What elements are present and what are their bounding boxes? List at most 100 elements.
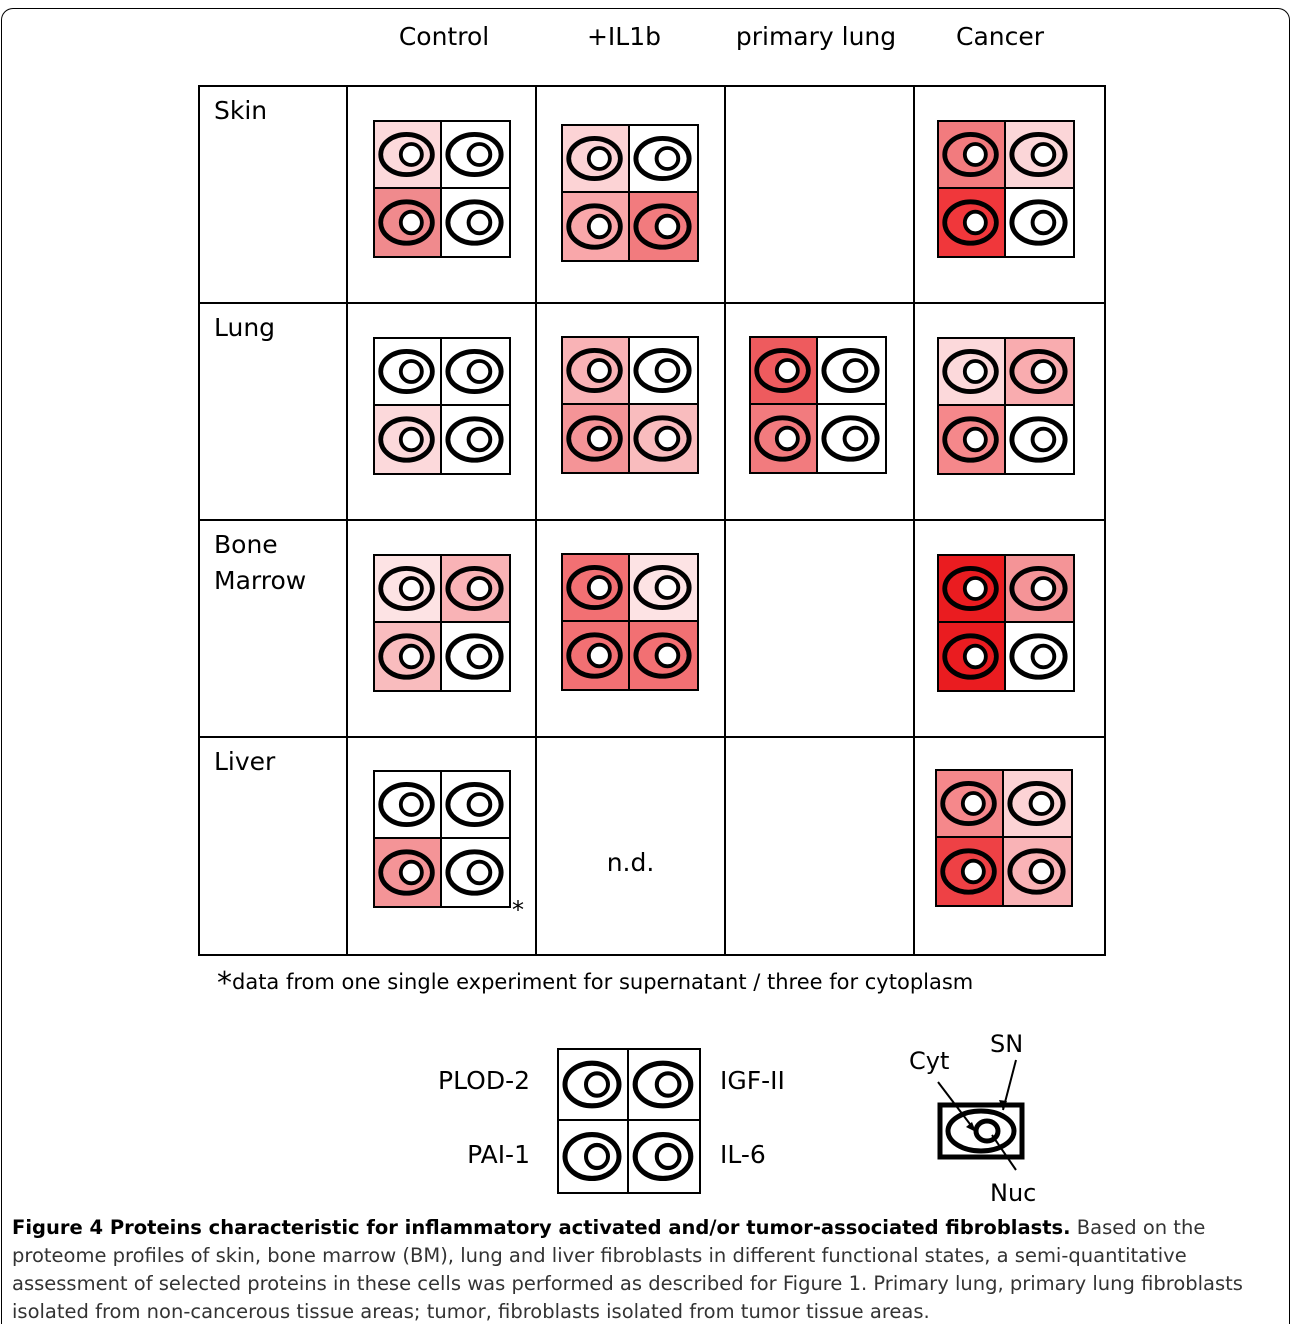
tile-quadrant-pai1	[939, 623, 1006, 690]
schematic-label-nuc: Nuc	[990, 1179, 1037, 1207]
expression-tile	[561, 553, 699, 691]
tile-quadrant-igf2	[630, 555, 697, 622]
tile-quadrant-il6	[1006, 189, 1073, 256]
row-label-liver: Liver	[214, 747, 276, 776]
cell-skin-il1b	[537, 87, 726, 304]
tile-quadrant-plod2	[563, 338, 630, 405]
cell-icon	[375, 772, 440, 837]
cell-icon	[375, 839, 440, 906]
tile-quadrant-pai1	[751, 405, 818, 472]
cell-icon	[630, 622, 697, 689]
cell-bone-marrow-control	[348, 521, 537, 738]
row-label-bone-marrow: Bone Marrow	[214, 530, 307, 595]
cell-icon	[563, 193, 628, 260]
tile-quadrant-igf2	[442, 122, 509, 189]
cell-icon	[1006, 339, 1073, 404]
cell-icon	[563, 555, 628, 620]
tile-quadrant-igf2	[630, 126, 697, 193]
cell-icon	[630, 405, 697, 472]
tile-quadrant-igf2	[442, 772, 509, 839]
tile-quadrant-igf2	[1006, 339, 1073, 406]
expression-tile	[373, 554, 511, 692]
expression-tile	[561, 336, 699, 474]
tile-quadrant-il6	[630, 193, 697, 260]
cell-compartment-diagram	[937, 1059, 1025, 1171]
cell-icon	[563, 405, 628, 472]
tile-quadrant-igf2	[1006, 556, 1073, 623]
tile-quadrant-plod2	[563, 126, 630, 193]
cell-lung-primary-lung	[726, 304, 915, 521]
tile-quadrant-plod2	[375, 122, 442, 189]
tile-quadrant-igf2	[442, 339, 509, 406]
tile-quadrant-il6	[442, 406, 509, 473]
legend-label-pai1: PAI-1	[467, 1140, 530, 1169]
tile-quadrant-igf2	[818, 338, 885, 405]
legend-label-igf2: IGF-II	[720, 1066, 785, 1095]
column-header-il1b: +IL1b	[586, 22, 662, 51]
tile-quadrant-pai1	[375, 839, 442, 906]
tile-quadrant-pai1	[937, 838, 1004, 905]
cell-skin-primary-lung	[726, 87, 915, 304]
cell-icon	[818, 405, 885, 472]
cell-icon	[559, 1050, 627, 1119]
cell-icon	[751, 338, 816, 403]
cell-lung-cancer	[915, 304, 1104, 521]
tile-quadrant-pai1	[375, 189, 442, 256]
cell-icon	[939, 406, 1004, 473]
cell-icon	[442, 772, 509, 837]
cell-icon	[939, 122, 1004, 187]
cell-icon	[630, 193, 697, 260]
tile-quadrant-pai1	[375, 406, 442, 473]
cell-icon	[375, 189, 440, 256]
legend-tile	[557, 1048, 701, 1194]
expression-tile	[561, 124, 699, 262]
cell-icon	[939, 339, 1004, 404]
tile-quadrant-plod2	[937, 771, 1004, 838]
legend-quadrant-plod2	[559, 1050, 629, 1121]
expression-tile	[373, 770, 511, 908]
cell-icon	[563, 338, 628, 403]
schematic-label-sn: SN	[990, 1030, 1024, 1058]
schematic-label-cyt: Cyt	[909, 1047, 950, 1075]
row-label-cell-skin: Skin	[200, 87, 348, 304]
tile-quadrant-igf2	[1004, 771, 1071, 838]
asterisk-mark: *	[512, 896, 524, 924]
cell-skin-control	[348, 87, 537, 304]
tile-quadrant-plod2	[563, 555, 630, 622]
cell-icon	[818, 338, 885, 403]
expression-tile	[373, 337, 511, 475]
cell-icon	[375, 406, 440, 473]
tile-quadrant-il6	[818, 405, 885, 472]
legend-label-plod2: PLOD-2	[438, 1066, 530, 1095]
footnote: *data from one single experiment for sup…	[217, 966, 974, 1001]
cell-icon	[442, 556, 509, 621]
tile-quadrant-plod2	[375, 339, 442, 406]
cell-icon	[629, 1121, 699, 1192]
cell-icon	[1006, 406, 1073, 473]
tile-quadrant-il6	[1006, 406, 1073, 473]
tile-quadrant-pai1	[939, 406, 1006, 473]
row-label-cell-liver: Liver	[200, 738, 348, 954]
caption-body: Based on the proteome profiles of skin, …	[12, 1216, 1243, 1323]
tile-quadrant-il6	[442, 839, 509, 906]
tile-quadrant-pai1	[563, 193, 630, 260]
cell-icon	[375, 556, 440, 621]
legend-quadrant-pai1	[559, 1121, 629, 1192]
figure-frame	[1, 8, 1290, 1324]
cell-liver-cancer	[915, 738, 1104, 954]
cell-icon	[442, 339, 509, 404]
cell-icon	[937, 838, 1002, 905]
expression-tile	[937, 337, 1075, 475]
tile-quadrant-il6	[1006, 623, 1073, 690]
tile-quadrant-pai1	[563, 405, 630, 472]
row-label-lung: Lung	[214, 313, 276, 342]
expression-tile	[937, 120, 1075, 258]
tile-quadrant-il6	[630, 405, 697, 472]
tile-quadrant-igf2	[630, 338, 697, 405]
column-header-cancer: Cancer	[955, 22, 1045, 51]
expression-tile	[937, 554, 1075, 692]
tile-quadrant-pai1	[563, 622, 630, 689]
cell-icon	[442, 623, 509, 690]
cell-icon	[1006, 556, 1073, 621]
tile-quadrant-igf2	[1006, 122, 1073, 189]
